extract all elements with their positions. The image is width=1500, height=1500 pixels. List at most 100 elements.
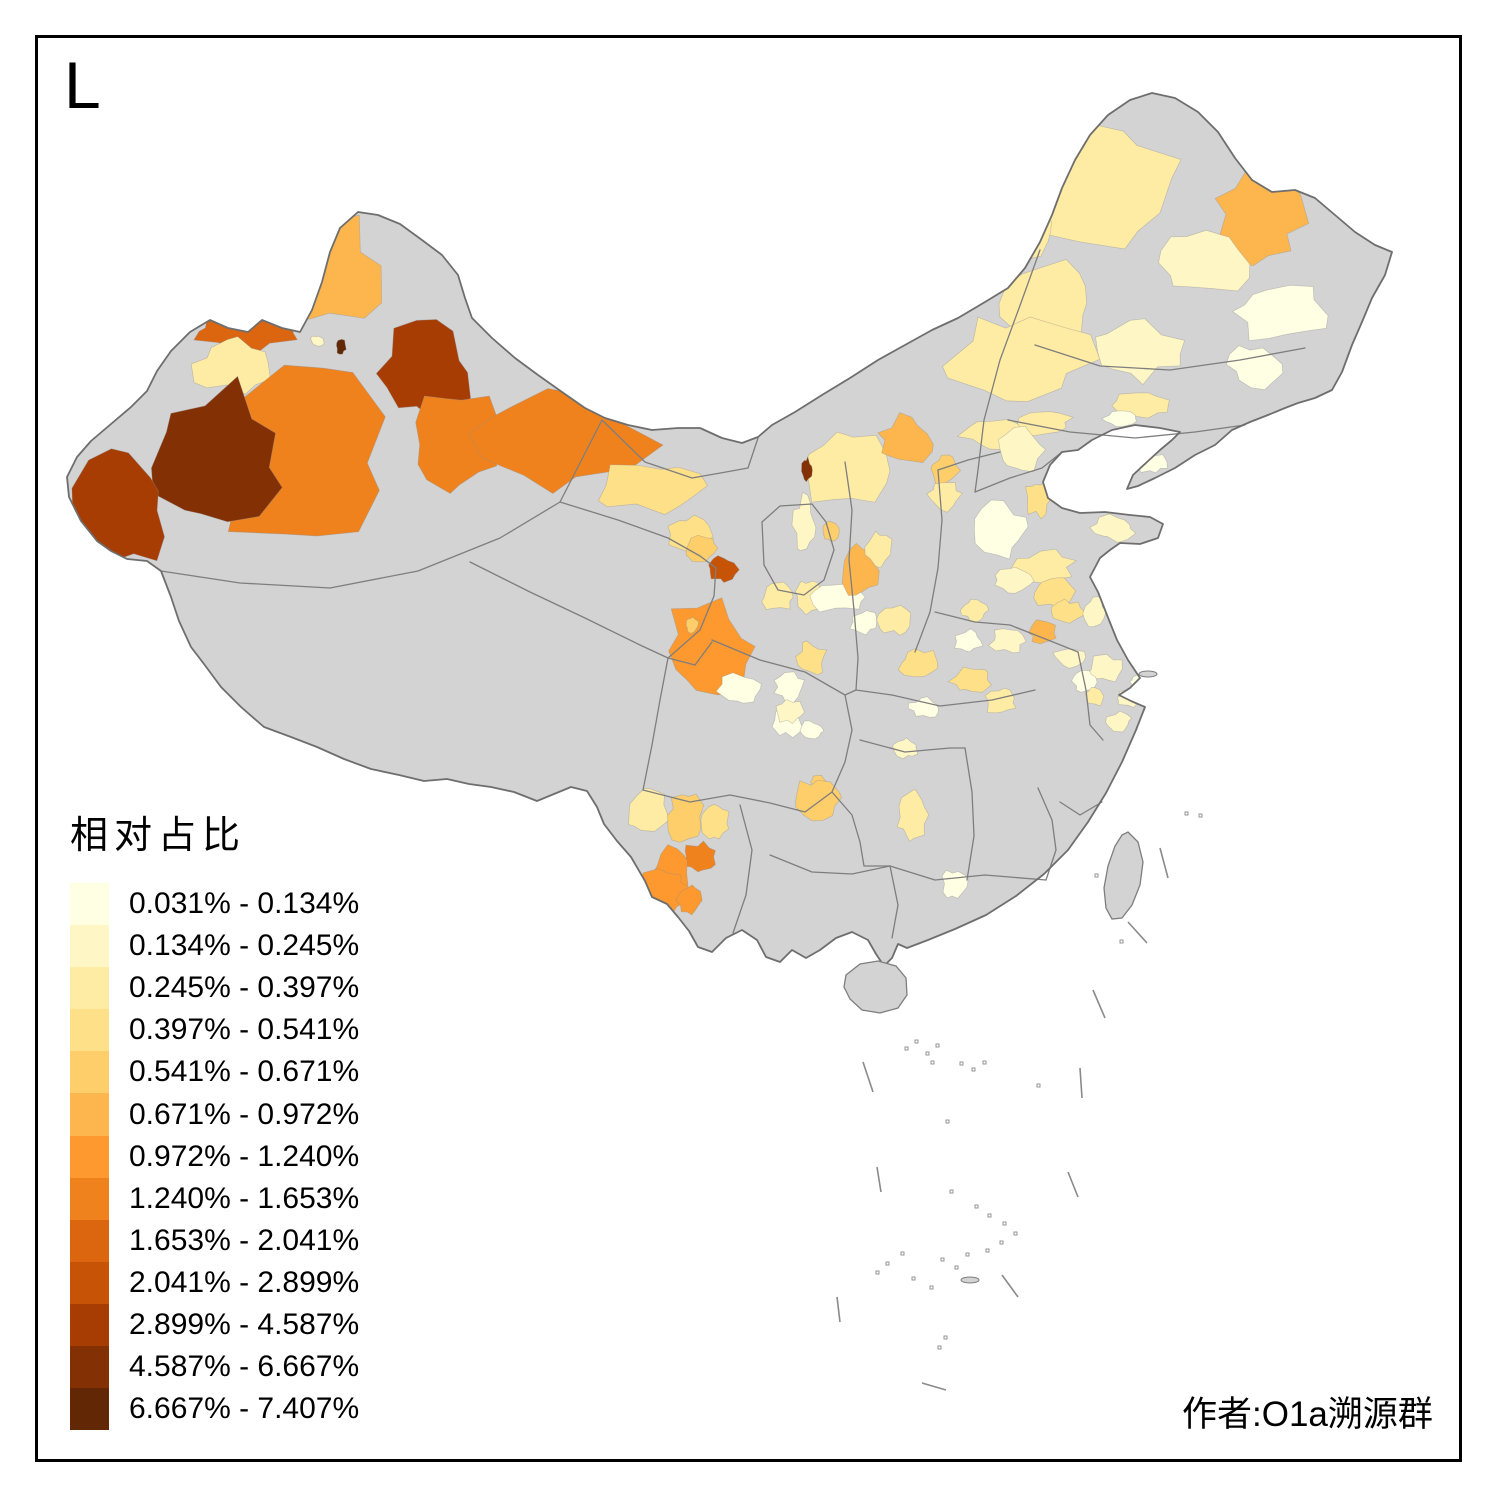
prefecture-region <box>978 205 1053 262</box>
prefecture-region <box>715 672 762 704</box>
island-speck <box>914 1039 919 1044</box>
prefecture-region <box>685 616 700 634</box>
prefecture-region <box>791 491 817 551</box>
legend-row: 4.587% - 6.667% <box>70 1346 360 1389</box>
legend-row: 1.240% - 1.653% <box>70 1177 359 1220</box>
legend-swatch <box>70 1093 109 1136</box>
prefecture-region <box>849 610 878 636</box>
island-speck <box>935 1043 940 1048</box>
prefecture-region <box>942 316 1101 402</box>
legend-swatch <box>70 1303 109 1347</box>
legend-row: 0.031% - 0.134% <box>70 883 360 926</box>
prefecture-region <box>415 395 499 494</box>
legend-rows: 0.031% - 0.134% 0.134% - 0.245% 0.245% - 0… <box>70 883 360 1431</box>
island-speck <box>930 1060 935 1065</box>
island-speck <box>987 1213 992 1218</box>
island-speck <box>999 1240 1004 1245</box>
prefecture-region <box>987 628 1027 654</box>
prefecture-region <box>190 336 271 395</box>
legend-swatch <box>70 1261 109 1304</box>
legend-label: 0.972% - 1.240% <box>129 1139 360 1173</box>
prefecture-region <box>1086 654 1123 683</box>
small-gray-island <box>960 1276 980 1284</box>
legend-row: 0.972% - 1.240% <box>70 1135 360 1178</box>
legend-label: 4.587% - 6.667% <box>129 1350 360 1384</box>
legend-row: 0.671% - 0.972% <box>70 1093 359 1136</box>
island-speck <box>925 1051 930 1056</box>
legend: 相对占比 0.031% - 0.134% 0.134% - 0.245% 0.245… <box>70 804 360 1431</box>
prefecture-region <box>700 803 730 840</box>
legend-row: 0.397% - 0.541% <box>70 1009 360 1052</box>
legend-swatch <box>70 967 109 1010</box>
legend-label: 0.031% - 0.134% <box>129 887 360 921</box>
sea-boundary-dash <box>862 1061 874 1093</box>
island-speck <box>1119 939 1124 944</box>
legend-row: 0.245% - 0.397% <box>70 967 360 1010</box>
prefecture-region <box>628 787 670 832</box>
prefecture-region <box>1050 598 1086 624</box>
legend-label: 0.397% - 0.541% <box>129 1013 360 1047</box>
legend-swatch <box>70 1135 109 1178</box>
prefecture-region <box>708 555 740 583</box>
prefecture-region <box>795 640 828 676</box>
prefecture-region <box>675 884 703 916</box>
prefecture-region <box>864 530 893 569</box>
island-speck <box>940 1257 945 1262</box>
prefecture-region <box>597 464 709 515</box>
prefecture-region <box>897 648 939 678</box>
island-speck <box>971 1067 976 1072</box>
prefecture-region <box>892 737 919 760</box>
legend-swatch <box>70 1009 109 1052</box>
legend-label: 0.134% - 0.245% <box>129 929 360 963</box>
prefecture-region <box>773 671 805 704</box>
prefecture-region <box>775 698 806 725</box>
island-speck <box>982 1060 987 1065</box>
sea-boundary-dash <box>1067 1171 1079 1198</box>
prefecture-region <box>877 412 934 463</box>
sea-boundary-dash <box>1001 1274 1019 1298</box>
island-speck <box>900 1251 905 1256</box>
prefecture-region <box>667 793 705 843</box>
plot-title: L <box>64 48 101 122</box>
island-speck <box>929 1285 934 1290</box>
legend-swatch <box>70 925 109 968</box>
prefecture-region <box>926 482 963 513</box>
sea-boundary-dash <box>876 1166 882 1193</box>
legend-swatch <box>70 1051 109 1094</box>
legend-label: 0.245% - 0.397% <box>129 971 360 1005</box>
legend-swatch <box>70 1177 109 1220</box>
prefecture-region <box>1101 410 1137 427</box>
prefecture-region <box>761 581 794 611</box>
legend-title: 相对占比 <box>70 815 247 857</box>
prefecture-region <box>994 566 1035 594</box>
prefecture-region <box>947 666 992 693</box>
island-speck <box>911 1276 916 1281</box>
prefecture-region <box>309 335 325 347</box>
legend-label: 6.667% - 7.407% <box>129 1392 360 1426</box>
legend-row: 6.667% - 7.407% <box>70 1388 360 1431</box>
prefecture-region <box>799 720 825 740</box>
legend-swatch <box>70 1388 109 1431</box>
province-borders <box>160 249 1306 939</box>
island-speck <box>1198 813 1203 818</box>
prefecture-region <box>896 788 930 842</box>
prefecture-region <box>1232 284 1329 342</box>
sea-boundary-dash <box>1092 989 1106 1019</box>
attribution-text: 作者:O1a溯源群 <box>1182 1395 1433 1434</box>
legend-row: 1.653% - 2.041% <box>70 1219 359 1262</box>
prefecture-region <box>954 628 984 653</box>
legend-row: 0.134% - 0.245% <box>70 925 360 968</box>
legend-swatch <box>70 883 109 926</box>
island-speck <box>943 1335 948 1340</box>
island-speck <box>1002 1221 1007 1226</box>
sea-islands-and-dashes <box>836 670 1203 1391</box>
island-speck <box>965 1252 970 1257</box>
island-speck <box>1036 1083 1041 1088</box>
legend-row: 0.541% - 0.671% <box>70 1051 359 1094</box>
legend-swatch <box>70 1346 109 1389</box>
prefecture-region <box>336 338 347 355</box>
taiwan-island <box>1103 831 1144 920</box>
sea-boundary-dash <box>1159 847 1169 879</box>
prefecture-region <box>801 455 813 483</box>
